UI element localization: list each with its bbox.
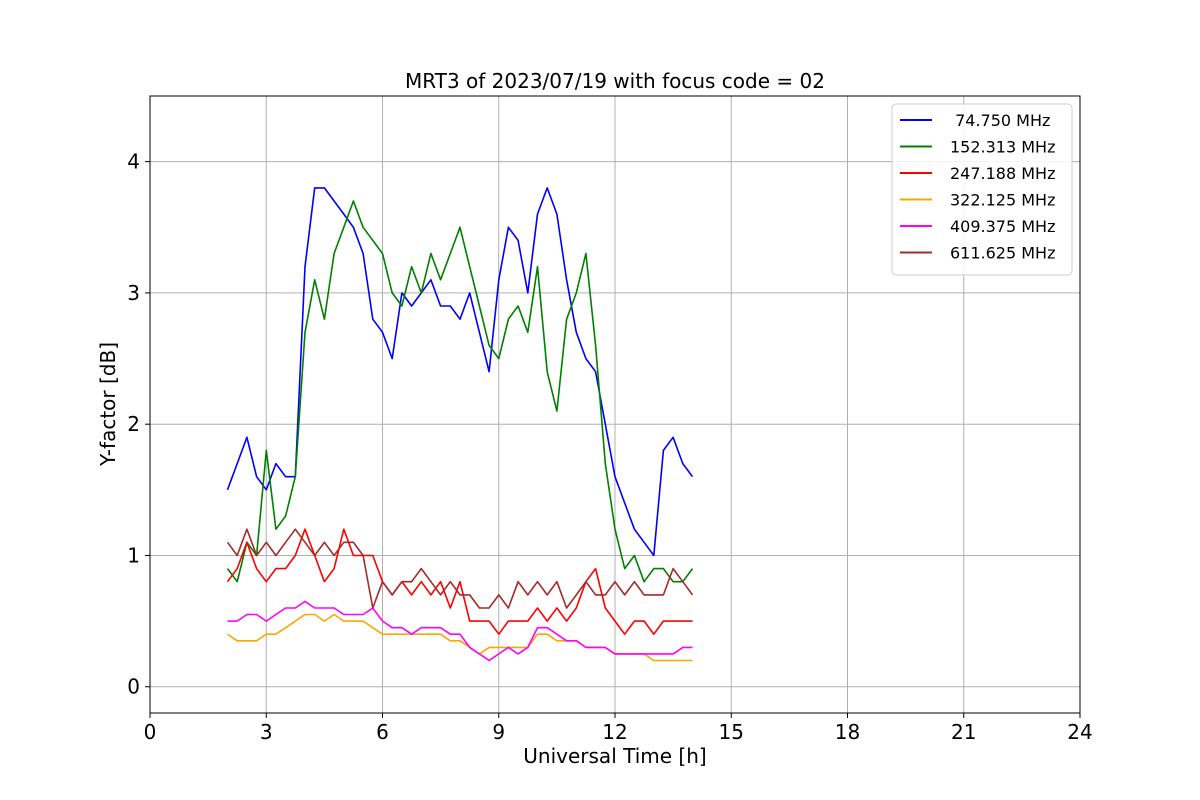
y-tick-label: 2 — [127, 412, 140, 436]
legend-label: 409.375 MHz — [950, 217, 1055, 236]
x-tick-label: 24 — [1067, 720, 1092, 744]
series-line-6 — [226, 528, 694, 609]
x-tick-label: 9 — [492, 720, 505, 744]
series-lines — [226, 187, 694, 662]
legend-box — [891, 103, 1073, 276]
x-tick-label: 12 — [602, 720, 627, 744]
series-line-2 — [226, 200, 694, 583]
y-axis-label: Y-factor [dB] — [96, 342, 120, 467]
legend-label: 247.188 MHz — [950, 164, 1055, 183]
x-tick-label: 18 — [835, 720, 860, 744]
y-tick-label: 1 — [127, 543, 140, 567]
legend: 74.750 MHz 152.313 MHz 247.188 MHz 322.125 … — [891, 103, 1073, 276]
series-line-3 — [226, 528, 693, 636]
y-tick-label: 4 — [127, 150, 140, 174]
legend-label: 152.313 MHz — [950, 138, 1055, 157]
x-tick-label: 6 — [376, 720, 389, 744]
series-line-1 — [226, 187, 694, 557]
legend-label: 611.625 MHz — [950, 244, 1055, 263]
x-tick-label: 3 — [260, 720, 273, 744]
chart-title: MRT3 of 2023/07/19 with focus code = 02 — [405, 69, 825, 93]
x-axis-label: Universal Time [h] — [523, 744, 706, 768]
x-tick-label: 21 — [951, 720, 976, 744]
series-line-5 — [227, 600, 693, 662]
x-tick-label: 15 — [719, 720, 744, 744]
y-tick-label: 3 — [127, 281, 140, 305]
y-tick-label: 0 — [127, 675, 140, 699]
x-tick-label: 0 — [144, 720, 157, 744]
grid — [149, 96, 1081, 713]
legend-label: 74.750 MHz — [950, 111, 1050, 130]
legend-label: 322.125 MHz — [950, 191, 1055, 210]
